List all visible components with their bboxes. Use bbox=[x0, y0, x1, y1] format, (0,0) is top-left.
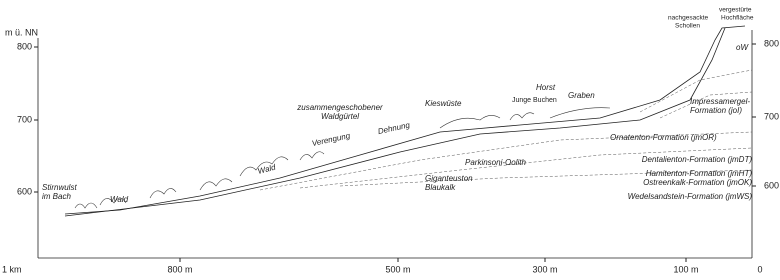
label: Wald bbox=[257, 162, 277, 176]
label: Blaukalk bbox=[425, 183, 456, 192]
y-tick-label: 700 bbox=[17, 114, 32, 124]
label: Dehnung bbox=[377, 120, 411, 136]
label: Waldgürtel bbox=[321, 112, 359, 121]
y-tick-label: 800 bbox=[17, 41, 32, 51]
cross-section: m ü. NN 800 700 600 800 700 600 1 km 800… bbox=[0, 0, 780, 280]
x-tick-label: 100 m bbox=[673, 264, 698, 274]
label: vergestürte bbox=[719, 7, 752, 14]
label: Wedelsandstein-Formation (jmWS) bbox=[628, 192, 753, 201]
label: Dentalienton-Formation (jmDT) bbox=[642, 155, 753, 164]
x-tick-label: 300 m bbox=[532, 264, 557, 274]
label: Parkinsoni-Oolith bbox=[465, 158, 526, 167]
label: Formation (joI) bbox=[690, 106, 742, 115]
label: Horst bbox=[536, 83, 556, 92]
label: Hochfläche bbox=[721, 15, 754, 22]
label: Hamitenton-Formation (jmHT) bbox=[646, 169, 753, 178]
label: zusammengeschobener bbox=[296, 103, 383, 112]
label: Ostreenkalk-Formation (jmOK) bbox=[643, 178, 752, 187]
y-tick-label: 700 bbox=[764, 111, 779, 121]
label: Giganteuston bbox=[425, 174, 473, 183]
y-tick-label: 800 bbox=[764, 38, 779, 48]
label: oW bbox=[736, 43, 749, 52]
x-tick-label: 500 m bbox=[385, 264, 410, 274]
axis-unit: m ü. NN bbox=[5, 27, 38, 37]
x-tick-label: 1 km bbox=[2, 264, 22, 274]
label: Stirnwulst bbox=[42, 183, 77, 192]
label: Impressamergel- bbox=[690, 97, 750, 106]
label: Ornatenton-Formation (jmOR) bbox=[610, 133, 717, 142]
label: Kieswüste bbox=[425, 99, 462, 108]
label: im Bach bbox=[42, 192, 71, 201]
x-tick-label: 0 bbox=[757, 264, 762, 274]
label: Verengung bbox=[311, 131, 351, 148]
y-tick-label: 600 bbox=[17, 186, 32, 196]
label: Graben bbox=[568, 91, 595, 100]
label: Schollen bbox=[675, 23, 700, 30]
label: nachgesackte bbox=[668, 15, 708, 22]
x-tick-label: 800 m bbox=[167, 264, 192, 274]
y-tick-label: 600 bbox=[764, 180, 779, 190]
axes bbox=[34, 30, 756, 262]
label: Junge Buchen bbox=[512, 97, 557, 104]
label: Wald bbox=[110, 195, 129, 204]
